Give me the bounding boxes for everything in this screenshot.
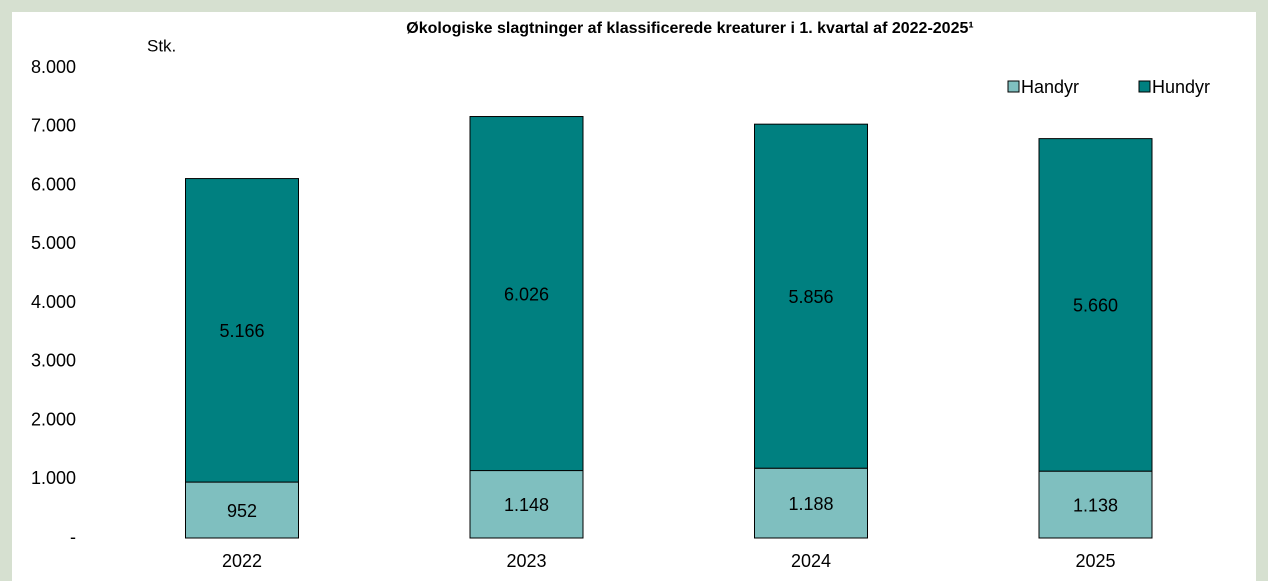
bar-segment [185,178,299,483]
data-label: 5.660 [1073,296,1118,316]
y-tick-label: 7.000 [31,116,76,136]
data-label: 1.188 [788,494,833,514]
legend-label: Hundyr [1152,77,1210,97]
bar-segment [185,481,299,539]
bar-segment [1038,470,1153,539]
data-label: 5.166 [219,321,264,341]
bar-segment [754,467,868,539]
y-tick-label: - [70,527,76,547]
y-tick-label: 1.000 [31,468,76,488]
bar-segment [469,470,584,539]
x-tick-label: 2024 [791,551,831,571]
y-tick-label: 6.000 [31,174,76,194]
x-tick-label: 2023 [506,551,546,571]
y-tick-label: 3.000 [31,351,76,371]
x-tick-label: 2025 [1075,551,1115,571]
y-axis-label: Stk. [147,36,176,55]
data-label: 1.148 [504,495,549,515]
bar-segment [1038,138,1153,472]
bar-segment [754,123,868,469]
legend-label: Handyr [1021,77,1079,97]
legend-swatch [1007,80,1020,93]
x-tick-label: 2022 [222,551,262,571]
data-label: 5.856 [788,287,833,307]
legend-swatch [1138,80,1151,93]
bar-segment [469,116,584,472]
y-tick-label: 2.000 [31,409,76,429]
y-tick-label: 8.000 [31,57,76,77]
y-tick-label: 4.000 [31,292,76,312]
data-label: 952 [227,501,257,521]
data-label: 1.138 [1073,495,1118,515]
chart-title: Økologiske slagtninger af klassificerede… [406,20,973,37]
data-label: 6.026 [504,284,549,304]
y-tick-label: 5.000 [31,233,76,253]
